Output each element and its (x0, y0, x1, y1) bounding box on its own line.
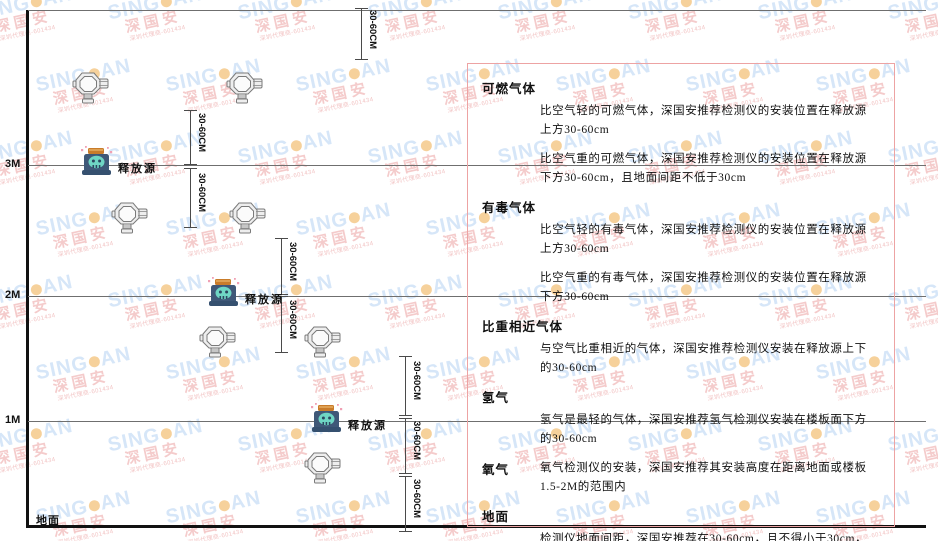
panel-section-paragraph: 氧气检测仪的安装，深国安推荐其安装高度在距离地面或楼板1.5-2M的范围内 (540, 462, 867, 493)
dimension-label: 30-60CM (196, 112, 207, 152)
dimension-stem (281, 238, 282, 295)
level-label-3m: 3M (5, 158, 21, 170)
dimension-tick (275, 294, 288, 295)
panel-section-paragraph: 比空气轻的有毒气体，深国安推荐检测仪的安装位置在释放源上方30-60cm (540, 224, 867, 255)
release-source-label: 释放源 (245, 294, 284, 306)
info-panel-body: 可燃气体 比空气轻的可燃气体，深国安推荐检测仪的安装位置在释放源上方30-60cm… (468, 64, 894, 541)
gas-detector-icon (300, 322, 346, 358)
release-source-icon (207, 277, 241, 309)
dimension-tick (399, 418, 412, 419)
panel-section-title: 有毒气体 (482, 201, 537, 215)
release-source-icon (80, 146, 114, 178)
gas-detector-icon (195, 322, 241, 358)
panel-section-paragraph: 比空气重的可燃气体，深国安推荐检测仪的安装位置在释放源下方30-60cm，且地面… (540, 153, 867, 184)
panel-section-paragraph: 比空气轻的可燃气体，深国安推荐检测仪的安装位置在释放源上方30-60cm (540, 105, 867, 136)
dimension-tick (184, 227, 197, 228)
panel-section-title: 地面 (482, 510, 510, 524)
dimension-stem (361, 8, 362, 60)
level-line-3m (28, 165, 926, 166)
gas-detector-icon (68, 68, 114, 104)
dimension-tick (399, 531, 412, 532)
level-label-2m: 2M (5, 289, 21, 301)
dimension-tick (355, 8, 368, 9)
dimension-tick (275, 352, 288, 353)
dimension-tick (399, 473, 412, 474)
dimension-stem (190, 110, 191, 165)
gas-detector-icon (222, 68, 268, 104)
release-source-label: 释放源 (348, 420, 387, 432)
dimension-stem (190, 168, 191, 228)
panel-section-paragraph: 比空气重的有毒气体，深国安推荐检测仪的安装位置在释放源下方30-60cm (540, 272, 867, 303)
release-source-icon (310, 403, 344, 435)
panel-section-title: 氧气 (482, 463, 510, 477)
dimension-tick (184, 164, 197, 165)
dimension-label: 30-60CM (367, 10, 378, 50)
panel-section: 氧气 氧气检测仪的安装，深国安推荐其安装高度在距离地面或楼板1.5-2M的范围内 (482, 459, 878, 497)
panel-section-paragraph: 检测仪地面间距，深国安推荐在30-60cm，且不得小于30cm，因为过低容易水溅… (540, 533, 868, 541)
panel-section-title: 可燃气体 (482, 82, 537, 96)
level-line-2m (28, 296, 926, 297)
dimension-tick (184, 168, 197, 169)
dimension-stem (405, 418, 406, 474)
dimension-label: 30-60CM (287, 241, 298, 281)
dimension-label: 30-60CM (287, 299, 298, 339)
release-source-label: 释放源 (118, 163, 157, 175)
level-line-1m (28, 421, 926, 422)
ceiling-line (28, 10, 926, 11)
info-panel: 可燃气体 比空气轻的可燃气体，深国安推荐检测仪的安装位置在释放源上方30-60cm… (467, 63, 895, 541)
dimension-tick (399, 356, 412, 357)
panel-section-paragraph: 与空气比重相近的气体，深国安推荐检测仪安装在释放源上下的30-60cm (540, 343, 867, 374)
dimension-tick (184, 110, 197, 111)
dimension-label: 30-60CM (411, 361, 422, 401)
dimension-tick (355, 59, 368, 60)
dimension-stem (281, 296, 282, 353)
dimension-stem (405, 356, 406, 416)
dimension-tick (275, 238, 288, 239)
dimension-stem (405, 476, 406, 532)
panel-section-paragraph: 氢气是最轻的气体，深国安推荐氢气检测仪安装在楼板面下方的30-60cm (540, 414, 867, 445)
dimension-tick (399, 415, 412, 416)
gas-detector-icon (225, 198, 271, 234)
vertical-axis (26, 10, 29, 525)
gas-detector-icon (107, 198, 153, 234)
panel-section-title: 氢气 (482, 391, 510, 405)
dimension-tick (275, 296, 288, 297)
ground-label: 地面 (36, 515, 60, 527)
panel-section-title: 比重相近气体 (482, 320, 564, 334)
dimension-label: 30-60CM (411, 421, 422, 461)
dimension-tick (399, 476, 412, 477)
gas-detector-icon (300, 448, 346, 484)
level-label-1m: 1M (5, 414, 21, 426)
dimension-label: 30-60CM (411, 479, 422, 519)
dimension-label: 30-60CM (196, 173, 207, 213)
